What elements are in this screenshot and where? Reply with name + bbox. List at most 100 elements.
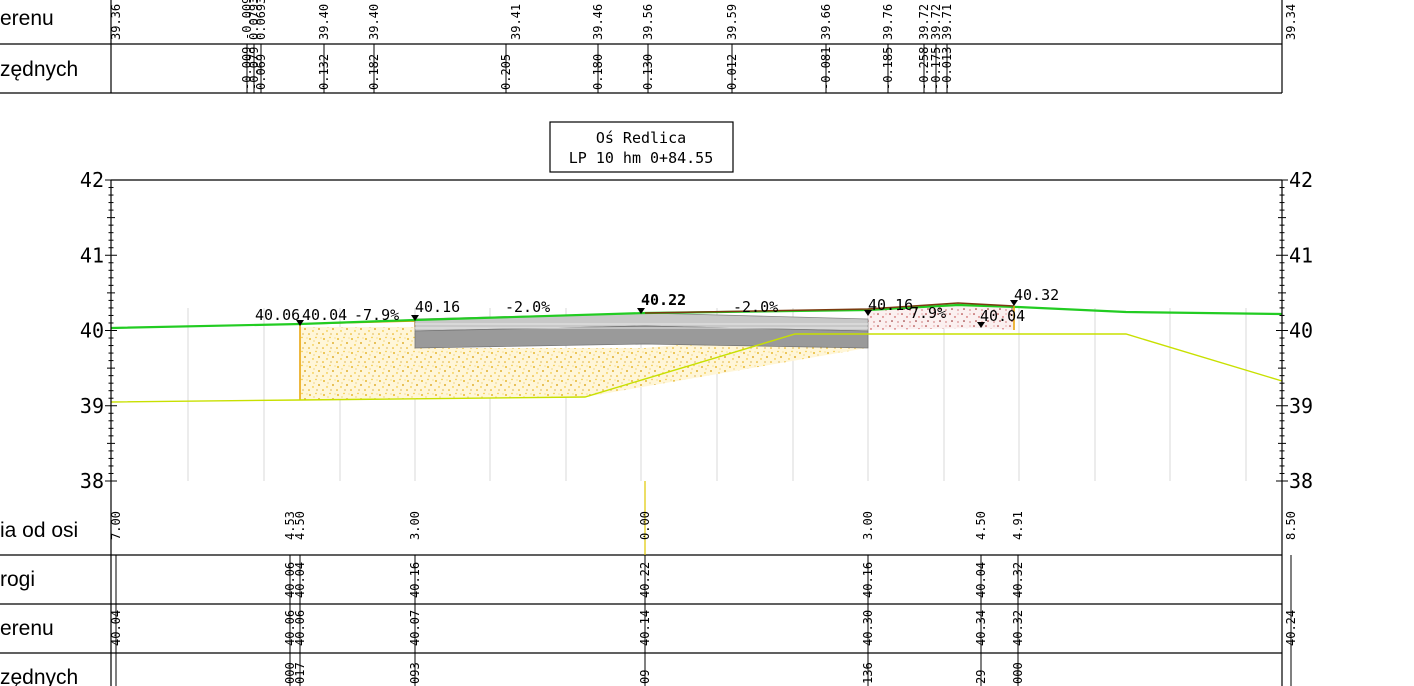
bottom-road-value: 40.16 [861,562,875,598]
axis-label-left: 42 [80,168,104,192]
red-fill [868,304,1014,330]
profile-label: 40.16 [415,298,460,316]
top-terrain-value: 39.71 [940,4,954,40]
axis-label-left: 39 [80,394,104,418]
top-diff-value: -0.009 [240,47,254,90]
bottom-terrain-value: 40.06 [283,610,297,646]
bottom-distance-value: 7.00 [109,511,123,540]
axis-labels: 42 42 41 41 40 40 39 39 38 38 [80,168,1313,493]
axis-label-left: 40 [80,319,104,343]
title-box: Oś Redlica LP 10 hm 0+84.55 [549,121,734,173]
bottom-row-label-terrain: erenu [0,617,54,640]
bottom-terrain-value: 40.30 [861,610,875,646]
bottom-terrain-value: 40.32 [1011,610,1025,646]
top-diff-value: 0.130 [641,54,655,90]
axis-label-right: 40 [1289,319,1313,343]
bottom-distance-value: 4.50 [974,511,988,540]
bottom-distance-value: 3.00 [861,511,875,540]
profile-label: 40.16 [868,296,913,314]
top-diff-value: 0.069 [254,54,268,90]
top-terrain-value: 39.72 [917,4,931,40]
title-line-2: LP 10 hm 0+84.55 [569,149,714,167]
bottom-terrain-value: 40.07 [408,610,422,646]
top-diff-value: 0.012 [725,54,739,90]
title-line-1: Oś Redlica [596,129,686,147]
pavement-base-layer [414,325,869,349]
bottom-terrain-value: 40.14 [638,610,652,646]
top-terrain-value: 39.72 [929,4,943,40]
axis-label-left: 41 [80,243,104,267]
bottom-diff-value: 000 [283,662,297,684]
bottom-diff-value: 000 [1011,662,1025,684]
bottom-road-value: 40.32 [1011,562,1025,598]
top-terrain-value: 39.59 [725,4,739,40]
bottom-distance-value: 4.50 [293,511,307,540]
bottom-row-label-distance: ia od osi [0,519,78,542]
profile-label: -2.0% [505,298,550,316]
top-terrain-value: 39.46 [591,4,605,40]
top-terrain-value: 39.66 [819,4,833,40]
bottom-diff-value: 093 [408,662,422,684]
top-diff-value: -0.081 [819,47,833,90]
top-table-ticks [246,44,948,93]
bottom-terrain-value: 40.06 [293,610,307,646]
top-diff-value: -0.258 [917,47,931,90]
profile-label: 40.22 [641,291,686,309]
top-terrain-value: 39.40 [367,4,381,40]
bottom-table-ticks [115,555,1292,686]
bottom-terrain-value: 40.24 [1284,610,1298,646]
profile-label: 40.32 [1014,286,1059,304]
bottom-distance-value: 4.91 [1011,511,1025,540]
top-diff-value: 0.205 [499,54,513,90]
top-terrain-value: 39.40 [317,4,331,40]
bottom-road-value: 40.06 [283,562,297,598]
top-terrain-value: 0.07939.39 [247,0,261,40]
top-terrain-value: -0.00939.39 [240,0,254,40]
profile-label: -7.9% [354,306,399,324]
profile-label: -2.0% [733,298,778,316]
top-terrain-value: 39.36 [109,4,123,40]
top-terrain-value: 0.06939.39 [254,0,268,40]
top-terrain-value: 39.56 [641,4,655,40]
bottom-distance-values: 7.00 4.534.50 3.00 0.00 3.00 4.50 4.91 8.50 [109,511,1298,540]
bottom-diff-value: 136 [861,662,875,684]
bottom-road-value: 40.04 [974,562,988,598]
bottom-diff-value: 017 [293,662,307,684]
bottom-terrain-value: 40.04 [109,610,123,646]
bottom-distance-value: 0.00 [638,511,652,540]
top-table: erenu zędnych 39.36 -0.00939.390.07939.39… [0,0,1298,94]
bottom-diff-value: 09 [638,670,652,684]
axis-label-right: 41 [1289,243,1313,267]
axis-label-right: 38 [1289,469,1313,493]
profile-label: 40.04 [302,306,347,324]
axis-label-left: 38 [80,469,104,493]
profile-label: 7.9% [910,304,946,322]
top-row-label-terrain: erenu [0,7,54,30]
top-diff-value: 0.132 [317,54,331,90]
bottom-distance-value: 4.53 [283,511,297,540]
bottom-terrain-value: 40.34 [974,610,988,646]
axis-ticks [105,179,1288,482]
design-line-right [644,302,1015,314]
bottom-distance-value: 8.50 [1284,511,1298,540]
top-terrain-values: 39.36 -0.00939.390.07939.390.06939.39 39.4… [109,0,1298,40]
bottom-diff-value: 29 [974,670,988,684]
top-diff-value: -0.079 [247,47,261,90]
profile-label: 40.04 [980,307,1025,325]
top-terrain-value: 39.41 [509,4,523,40]
top-row-label-diff: zędnych [0,58,78,81]
top-diff-value: 0.180 [591,54,605,90]
bottom-table: ia od osi rogi erenu zędnych 7.00 4.534.5… [0,481,1298,686]
axis-label-right: 42 [1289,168,1313,192]
axis-label-right: 39 [1289,394,1313,418]
top-diff-value: -0.185 [881,47,895,90]
bottom-distance-value: 3.00 [408,511,422,540]
profile-label: 40.06 [255,306,300,324]
bottom-row-label-diff: zędnych [0,666,78,686]
